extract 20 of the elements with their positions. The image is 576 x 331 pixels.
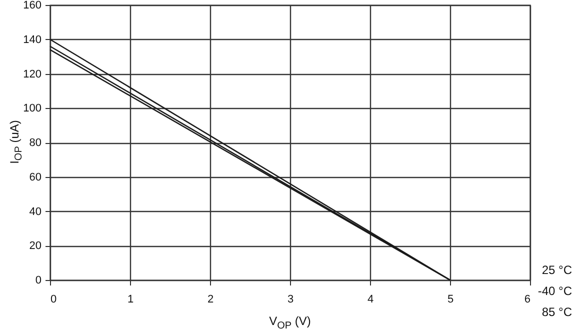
x-tick-label: 2 <box>207 294 214 306</box>
x-tick-label: 4 <box>367 294 374 306</box>
x-tick-label: 3 <box>287 294 294 306</box>
y-tick-label: 20 <box>29 240 42 252</box>
text: 85 °C <box>542 305 572 319</box>
y-tick-label: 40 <box>29 206 42 218</box>
x-tick-label: 5 <box>447 294 454 306</box>
x-tick-label: 6 <box>524 294 530 306</box>
y-tick-label: 100 <box>23 102 42 115</box>
x-tick-label: 0 <box>50 294 57 306</box>
y-tick-label: 0 <box>35 274 42 286</box>
y-tick-label: 80 <box>29 137 42 149</box>
x-tick-label: 1 <box>127 294 134 306</box>
text: -40 °C <box>538 284 572 298</box>
y-tick-label: 120 <box>23 68 42 80</box>
text: 25 °C <box>542 263 572 277</box>
x-axis-title: V$_{OP}$ (V) <box>269 314 311 331</box>
y-tick-label: 140 <box>23 34 42 46</box>
y-tick-label: 60 <box>29 171 42 184</box>
y-tick-label: 160 <box>23 0 42 12</box>
